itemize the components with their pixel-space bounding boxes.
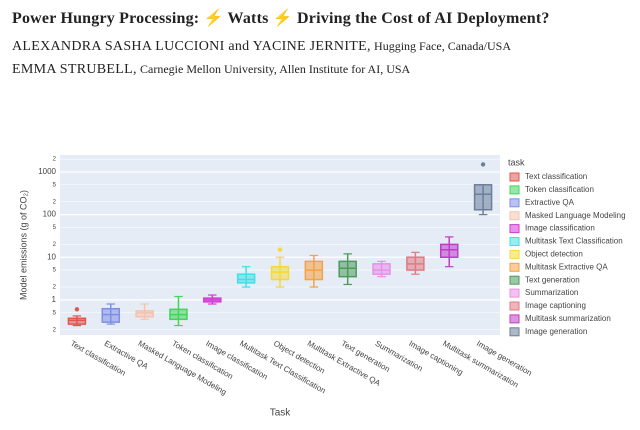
box [236, 273, 256, 284]
legend-label: Image generation [525, 327, 587, 336]
legend-swatch [509, 198, 520, 208]
legend-title: task [508, 157, 525, 167]
y-tick-label: 2 [53, 242, 57, 248]
legend-label: Text classification [525, 172, 587, 181]
legend-label: Multitask Text Classification [525, 237, 623, 246]
legend-label: Image captioning [525, 301, 586, 310]
box [439, 243, 459, 258]
legend-label: Summarization [525, 288, 578, 297]
author-line: ALEXANDRA SASHA LUCCIONI and YACINE JERN… [12, 38, 632, 55]
legend-label: Image classification [525, 224, 595, 233]
y-tick-label: 5 [53, 225, 57, 231]
legend-swatch [509, 237, 520, 246]
legend-swatch [509, 211, 520, 221]
author-line: EMMA STRUBELL, Carnegie Mellon Universit… [12, 61, 632, 78]
legend-swatch [509, 314, 520, 324]
legend-label: Masked Language Modeling [525, 211, 626, 220]
y-tick-label: 1 [52, 295, 57, 304]
box [67, 317, 87, 325]
x-axis-title: Task [270, 408, 292, 419]
legend-swatch [509, 224, 520, 234]
box [135, 310, 154, 318]
box [372, 263, 391, 275]
author-names: EMMA STRUBELL, [12, 62, 137, 77]
legend-swatch [509, 249, 520, 259]
y-tick-label: 10 [47, 252, 56, 261]
legend-label: Multitask Extractive QA [525, 262, 608, 271]
author-names: ALEXANDRA SASHA LUCCIONI and YACINE JERN… [12, 39, 371, 54]
y-tick-label: 2 [53, 285, 57, 291]
affiliation: Carnegie Mellon University, Allen Instit… [140, 62, 411, 76]
legend-swatch [509, 301, 520, 311]
legend-swatch [509, 262, 520, 272]
legend-label: Token classification [525, 185, 594, 194]
legend-label: Object detection [525, 250, 583, 259]
plot-background [60, 155, 500, 335]
y-tick-label: 2 [53, 327, 57, 333]
x-tick-label: Image classification [204, 339, 269, 382]
legend-label: Extractive QA [525, 198, 575, 207]
outlier [74, 307, 80, 312]
y-tick-label: 2 [53, 199, 57, 205]
legend-swatch [509, 275, 520, 285]
paper-header: Power Hungry Processing: ⚡ Watts ⚡ Drivi… [12, 8, 632, 84]
legend-swatch [509, 327, 520, 337]
y-tick-label: 5 [53, 182, 57, 188]
affiliation: Hugging Face, Canada/USA [374, 39, 512, 53]
legend-swatch [509, 288, 520, 298]
y-axis-title: Model emissions (g of CO₂) [18, 190, 28, 300]
paper-title: Power Hungry Processing: ⚡ Watts ⚡ Drivi… [12, 10, 550, 27]
box [473, 184, 493, 211]
outlier [277, 247, 283, 252]
outlier [480, 162, 486, 167]
y-tick-label: 5 [53, 268, 57, 274]
legend-swatch [509, 172, 520, 182]
box [270, 265, 290, 281]
legend-swatch [509, 185, 520, 195]
box [101, 307, 121, 323]
legend-label: Text generation [525, 275, 580, 284]
y-tick-label: 1000 [38, 167, 56, 176]
legend-label: Multitask summarization [525, 314, 611, 323]
y-tick-label: 5 [53, 310, 57, 316]
y-tick-label: 2 [53, 157, 57, 163]
y-tick-label: 100 [43, 210, 57, 219]
